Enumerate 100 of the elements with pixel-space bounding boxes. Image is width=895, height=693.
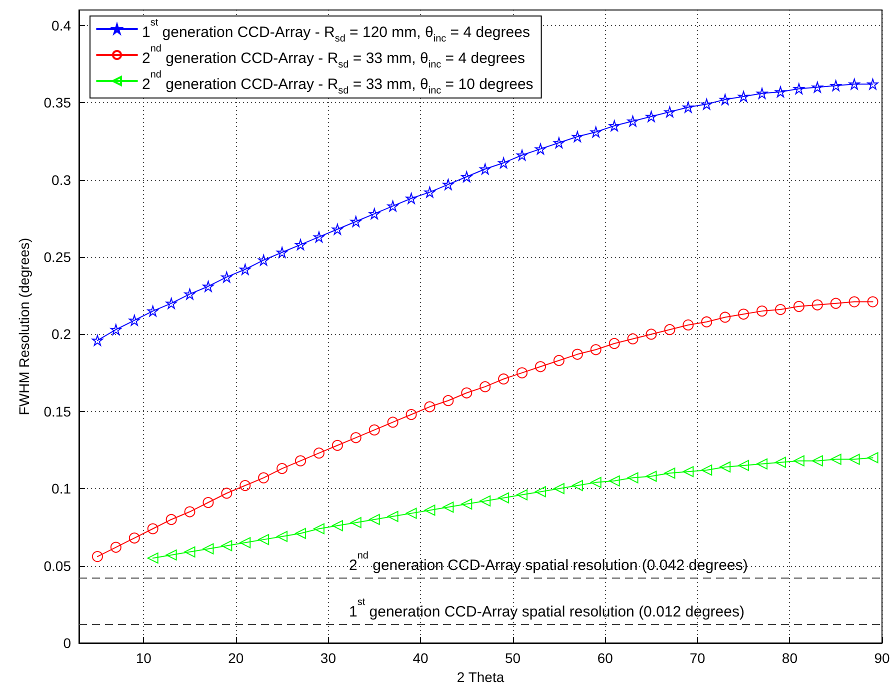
point <box>480 495 491 506</box>
point <box>332 440 343 451</box>
point <box>590 476 602 488</box>
point <box>461 498 472 510</box>
point <box>147 552 158 564</box>
point <box>812 82 823 93</box>
point <box>646 111 657 122</box>
y-tick-label: 0.3 <box>52 172 72 188</box>
point <box>793 300 804 312</box>
x-tick-label: 70 <box>690 650 706 666</box>
point <box>498 492 510 504</box>
point <box>480 164 491 175</box>
point <box>110 324 122 336</box>
point <box>147 523 158 534</box>
point <box>368 424 380 436</box>
point <box>295 528 306 539</box>
point <box>664 324 676 336</box>
point <box>128 314 140 326</box>
point <box>442 395 454 406</box>
point <box>166 514 177 525</box>
point <box>720 461 731 472</box>
point <box>572 480 583 492</box>
point <box>276 530 288 542</box>
point <box>350 432 362 444</box>
point <box>738 460 750 471</box>
point <box>534 486 546 498</box>
point <box>406 192 417 204</box>
point <box>720 94 731 106</box>
point <box>682 319 694 330</box>
point <box>92 551 103 562</box>
point <box>498 373 510 384</box>
point <box>221 272 232 283</box>
point <box>553 354 564 366</box>
point <box>166 550 177 560</box>
point <box>812 455 823 466</box>
point <box>774 86 786 98</box>
point <box>350 216 362 228</box>
point <box>608 475 620 486</box>
point <box>480 381 491 392</box>
point <box>830 298 842 309</box>
point <box>202 543 214 554</box>
point <box>572 131 583 142</box>
point <box>756 458 768 470</box>
point <box>830 80 842 92</box>
point <box>240 537 251 548</box>
y-tick-label: 0.35 <box>44 94 72 111</box>
point <box>701 98 712 110</box>
point <box>867 78 878 90</box>
point <box>664 106 676 118</box>
x-tick-label: 20 <box>228 650 244 666</box>
point <box>332 520 343 532</box>
point <box>387 200 398 212</box>
point <box>276 463 288 474</box>
point <box>184 288 196 300</box>
point <box>848 454 860 465</box>
y-axis-title: FWHM Resolution (degrees) <box>16 238 32 416</box>
point <box>258 534 270 546</box>
point <box>627 472 638 484</box>
point <box>646 328 657 340</box>
y-tick-label: 0.15 <box>44 403 72 420</box>
x-tick-label: 80 <box>782 650 798 666</box>
y-tick-label: 0 <box>63 635 72 651</box>
point <box>240 264 251 275</box>
point <box>295 239 306 250</box>
point <box>553 137 564 148</box>
point <box>627 116 638 127</box>
point <box>202 280 214 292</box>
point <box>682 466 694 478</box>
point <box>848 296 860 308</box>
point <box>313 231 324 242</box>
point <box>258 254 270 266</box>
point <box>867 452 878 464</box>
point <box>756 88 768 99</box>
point <box>553 483 564 494</box>
point <box>608 120 620 132</box>
point <box>701 464 712 476</box>
point <box>664 468 676 479</box>
point <box>572 348 583 360</box>
point <box>442 178 454 190</box>
point <box>387 416 398 428</box>
point <box>295 455 306 466</box>
point <box>701 316 712 328</box>
point <box>313 448 324 459</box>
point <box>535 361 546 372</box>
point <box>313 523 324 534</box>
x-tick-label: 90 <box>874 650 890 666</box>
point <box>590 344 602 356</box>
x-axis-title: 2 Theta <box>456 668 504 685</box>
y-tick-label: 0.2 <box>52 326 72 342</box>
point <box>184 506 196 518</box>
point <box>830 454 842 465</box>
point <box>387 510 398 522</box>
point <box>276 246 288 258</box>
x-tick-label: 50 <box>505 650 521 666</box>
point <box>424 186 436 198</box>
point <box>166 298 177 309</box>
point <box>516 150 528 161</box>
point <box>128 532 140 544</box>
point <box>793 455 804 466</box>
point <box>424 401 436 412</box>
